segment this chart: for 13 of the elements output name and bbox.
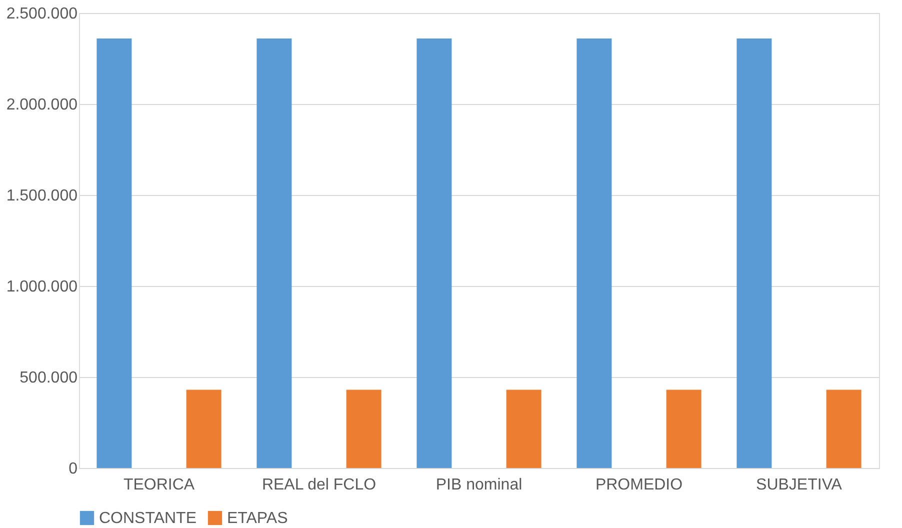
y-tick-label: 2.000.000	[6, 96, 78, 114]
y-tick-label: 500.000	[20, 370, 78, 386]
x-tick-label: PROMEDIO	[595, 476, 683, 494]
x-tick-label: SUBJETIVA	[756, 476, 842, 494]
y-tick-label: 0	[68, 460, 78, 478]
x-tick-label: PIB nominal	[436, 476, 522, 494]
y-tick-label: 1.000.000	[6, 278, 78, 296]
x-tick-label: TEORICA	[123, 476, 195, 494]
y-tick-label: 2.500.000	[6, 6, 78, 22]
legend-label: ETAPAS	[227, 510, 288, 527]
y-tick-label: 1.500.000	[6, 188, 78, 204]
x-tick-label: REAL del FCLO	[262, 476, 376, 494]
legend-label: CONSTANTE	[99, 510, 196, 527]
